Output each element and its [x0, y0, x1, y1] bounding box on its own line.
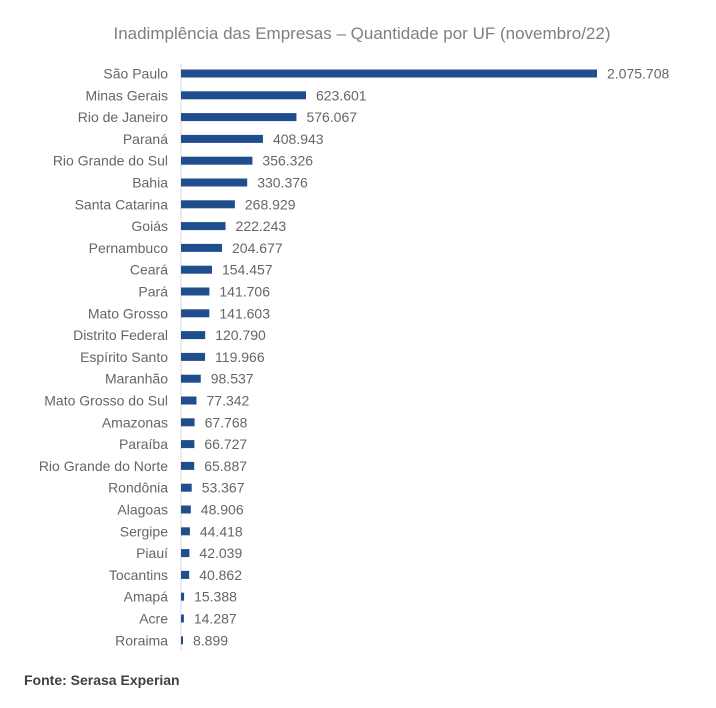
category-label: Goiás	[131, 218, 168, 234]
data-label: 14.287	[194, 611, 237, 627]
bar	[181, 374, 201, 383]
data-label: 67.768	[205, 414, 248, 430]
category-label: Amapá	[124, 589, 169, 605]
bars-group: São Paulo 2.075.708 Minas Gerais 623.601 Rio…	[39, 63, 669, 651]
category-label: Bahia	[132, 175, 168, 191]
bar	[181, 287, 210, 296]
bar	[181, 483, 192, 492]
category-label: Rio Grande do Norte	[39, 458, 168, 474]
data-label: 66.727	[204, 436, 247, 452]
data-label: 15.388	[194, 589, 237, 605]
category-label: Espírito Santo	[80, 349, 168, 365]
bar	[181, 200, 235, 209]
category-label: Roraima	[115, 632, 168, 648]
category-label: Amazonas	[102, 414, 168, 430]
data-label: 119.966	[215, 349, 265, 365]
data-label: 623.601	[316, 87, 367, 103]
data-label: 98.537	[211, 371, 254, 387]
bar	[181, 592, 185, 601]
bar	[181, 178, 248, 187]
bar	[181, 636, 183, 645]
category-label: Rondônia	[108, 480, 168, 496]
bar	[181, 265, 212, 274]
bar	[181, 134, 263, 143]
bar	[181, 156, 253, 165]
data-label: 40.862	[199, 567, 242, 583]
category-label: Paraná	[123, 131, 168, 147]
data-label: 2.075.708	[607, 66, 669, 82]
bar	[181, 396, 197, 405]
category-label: Minas Gerais	[86, 87, 168, 103]
data-label: 141.706	[219, 284, 270, 300]
bar	[181, 69, 597, 78]
bar	[181, 222, 226, 231]
bar	[181, 331, 206, 340]
category-label: Mato Grosso do Sul	[44, 393, 168, 409]
data-label: 141.603	[219, 305, 270, 321]
bar	[181, 505, 191, 514]
data-label: 44.418	[200, 523, 243, 539]
data-label: 222.243	[236, 218, 287, 234]
data-label: 65.887	[204, 458, 247, 474]
category-label: Distrito Federal	[73, 327, 168, 343]
category-label: Mato Grosso	[88, 305, 168, 321]
data-label: 330.376	[257, 175, 308, 191]
data-label: 120.790	[215, 327, 266, 343]
category-label: Maranhão	[105, 371, 168, 387]
bar	[181, 549, 190, 558]
bar	[181, 570, 190, 579]
category-label: Tocantins	[109, 567, 168, 583]
category-label: Piauí	[136, 545, 168, 561]
category-label: Alagoas	[117, 502, 168, 518]
bar	[181, 91, 306, 100]
category-label: Rio de Janeiro	[78, 109, 168, 125]
bar	[181, 461, 195, 470]
bar	[181, 352, 206, 361]
category-label: Pernambuco	[89, 240, 169, 256]
category-label: São Paulo	[103, 66, 168, 82]
bar	[181, 418, 195, 427]
chart-title: Inadimplência das Empresas – Quantidade …	[113, 24, 610, 43]
bar	[181, 309, 210, 318]
bar	[181, 614, 184, 623]
data-label: 42.039	[199, 545, 242, 561]
data-label: 77.342	[207, 393, 250, 409]
category-label: Paraíba	[119, 436, 168, 452]
bar	[181, 113, 297, 122]
data-label: 53.367	[202, 480, 245, 496]
bar	[181, 527, 190, 536]
category-label: Ceará	[130, 262, 168, 278]
data-label: 268.929	[245, 196, 296, 212]
data-label: 154.457	[222, 262, 273, 278]
category-label: Rio Grande do Sul	[53, 153, 168, 169]
bar	[181, 440, 195, 449]
category-label: Acre	[139, 611, 168, 627]
data-label: 8.899	[193, 632, 228, 648]
category-label: Pará	[138, 284, 168, 300]
category-label: Santa Catarina	[75, 196, 169, 212]
data-label: 576.067	[306, 109, 357, 125]
data-label: 356.326	[262, 153, 313, 169]
category-label: Sergipe	[120, 523, 168, 539]
data-label: 408.943	[273, 131, 324, 147]
source-note: Fonte: Serasa Experian	[24, 672, 180, 688]
bar	[181, 243, 223, 252]
data-label: 48.906	[201, 502, 244, 518]
data-label: 204.677	[232, 240, 283, 256]
